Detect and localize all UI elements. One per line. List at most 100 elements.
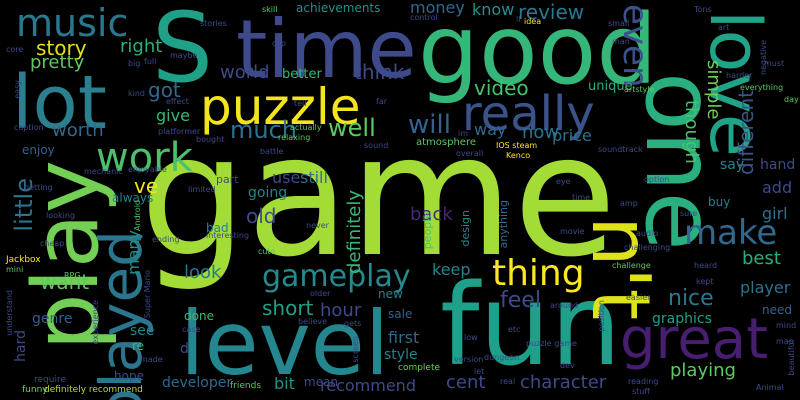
word-cheap: cheap	[40, 239, 65, 248]
word-android: Android	[133, 200, 142, 231]
word-add: add	[762, 178, 793, 197]
word-beautiful: beautiful	[787, 340, 796, 376]
word-time-small: time	[572, 193, 591, 202]
word-skill: skill	[262, 5, 278, 14]
word-version: version	[454, 355, 484, 364]
word-puzzle-game: puzzle game	[526, 339, 577, 348]
word-hand: hand	[760, 157, 796, 173]
word-music: music	[16, 1, 129, 45]
word-work: work	[96, 135, 193, 181]
word-kenco: Kenco	[506, 151, 531, 160]
word-mind: mind	[776, 321, 797, 330]
word-playing: playing	[670, 360, 736, 381]
word-ending: ending	[152, 235, 180, 244]
word-anything: anything	[497, 200, 510, 249]
word-tons: Tons	[694, 5, 712, 14]
word-one: one	[624, 72, 736, 251]
word-around: around	[550, 301, 579, 310]
word-screen: screen	[351, 336, 360, 363]
word-far: far	[376, 97, 388, 106]
word-battle: battle	[260, 147, 284, 156]
word-character: character	[520, 372, 607, 393]
word-level: level	[180, 292, 390, 395]
word-puzzle: puzzle	[200, 78, 361, 136]
word-fun: fun	[440, 261, 622, 391]
word-worth: worth	[52, 120, 104, 141]
word-way: way	[474, 120, 507, 139]
word-experience: experience	[91, 300, 100, 345]
word-keep: keep	[432, 260, 471, 279]
word-video: video	[474, 76, 529, 100]
word-make: make	[684, 213, 778, 253]
word-feel: feel	[500, 288, 541, 313]
word-want: want	[40, 270, 90, 294]
word-enjoy: enjoy	[22, 143, 55, 157]
word-low: low	[464, 333, 478, 342]
word-look: look	[184, 262, 222, 283]
word-complete: complete	[398, 363, 441, 373]
word-require: require	[34, 375, 66, 385]
word-still: still	[300, 168, 328, 187]
word-better: better	[282, 67, 322, 82]
word-small: small	[608, 19, 630, 28]
word-player: player	[740, 278, 791, 297]
word-re: re	[132, 339, 145, 353]
word-funny: funny	[22, 385, 48, 395]
word-lot: lot	[12, 60, 107, 146]
word-new: new	[378, 287, 403, 301]
word-gets: gets	[344, 319, 362, 328]
word-im: im	[458, 129, 469, 138]
word-though: though	[681, 100, 702, 164]
word-hope: hope	[114, 369, 144, 383]
word-ios-steam: IOS steam	[496, 141, 538, 150]
word-getting: getting	[24, 183, 53, 192]
word-sale: sale	[388, 307, 413, 321]
word-thing: thing	[492, 253, 585, 294]
word-super-mario: Super Mario	[143, 270, 152, 319]
word-people: people	[421, 212, 434, 250]
word-mechanic: mechanic	[84, 167, 123, 176]
word-nt: n't	[574, 216, 667, 321]
word-eye: eye	[556, 177, 571, 186]
word-back: back	[410, 204, 453, 225]
word-good: good	[418, 0, 658, 106]
word-money: money	[410, 0, 465, 17]
word-say: say	[720, 157, 745, 173]
word-audio: audio	[636, 229, 659, 238]
word-stories: stories	[200, 19, 227, 28]
word-maybe: maybe	[170, 51, 198, 60]
word-price: price	[552, 126, 592, 145]
word-looking: looking	[46, 211, 76, 220]
word-older: older	[310, 289, 331, 298]
word-many: many	[124, 230, 143, 275]
word-will: will	[408, 110, 451, 140]
word-ve: ve	[134, 174, 159, 198]
word-made: made	[140, 355, 163, 364]
word-kept: kept	[696, 277, 714, 286]
word-unique: unique	[588, 79, 633, 94]
word-man: man	[612, 37, 630, 46]
word-story: story	[36, 36, 87, 60]
word-hour: hour	[320, 300, 362, 321]
word-kind: kind	[128, 89, 146, 98]
word-s: S	[152, 0, 213, 104]
word-hard: hard	[13, 330, 29, 362]
word-tell: tell	[294, 99, 307, 108]
word-best: best	[742, 248, 781, 269]
word-overall: overall	[456, 149, 484, 158]
word-never: never	[306, 221, 329, 230]
word-bit: bit	[274, 374, 295, 393]
word-everything: everything	[740, 83, 784, 92]
word-going: going	[248, 185, 288, 201]
word-reading: reading	[628, 377, 659, 386]
word-jackbox: Jackbox	[6, 255, 41, 265]
word-atmosphere: atmosphere	[416, 137, 476, 148]
word-big: big	[128, 59, 141, 68]
word-position: position	[597, 300, 606, 332]
word-cent: cent	[446, 372, 486, 393]
word-full: full	[144, 57, 157, 66]
word-part: part	[216, 173, 239, 186]
word-nice: nice	[668, 286, 714, 311]
word-developer: developer	[162, 375, 233, 391]
word-bought: bought	[196, 135, 225, 144]
